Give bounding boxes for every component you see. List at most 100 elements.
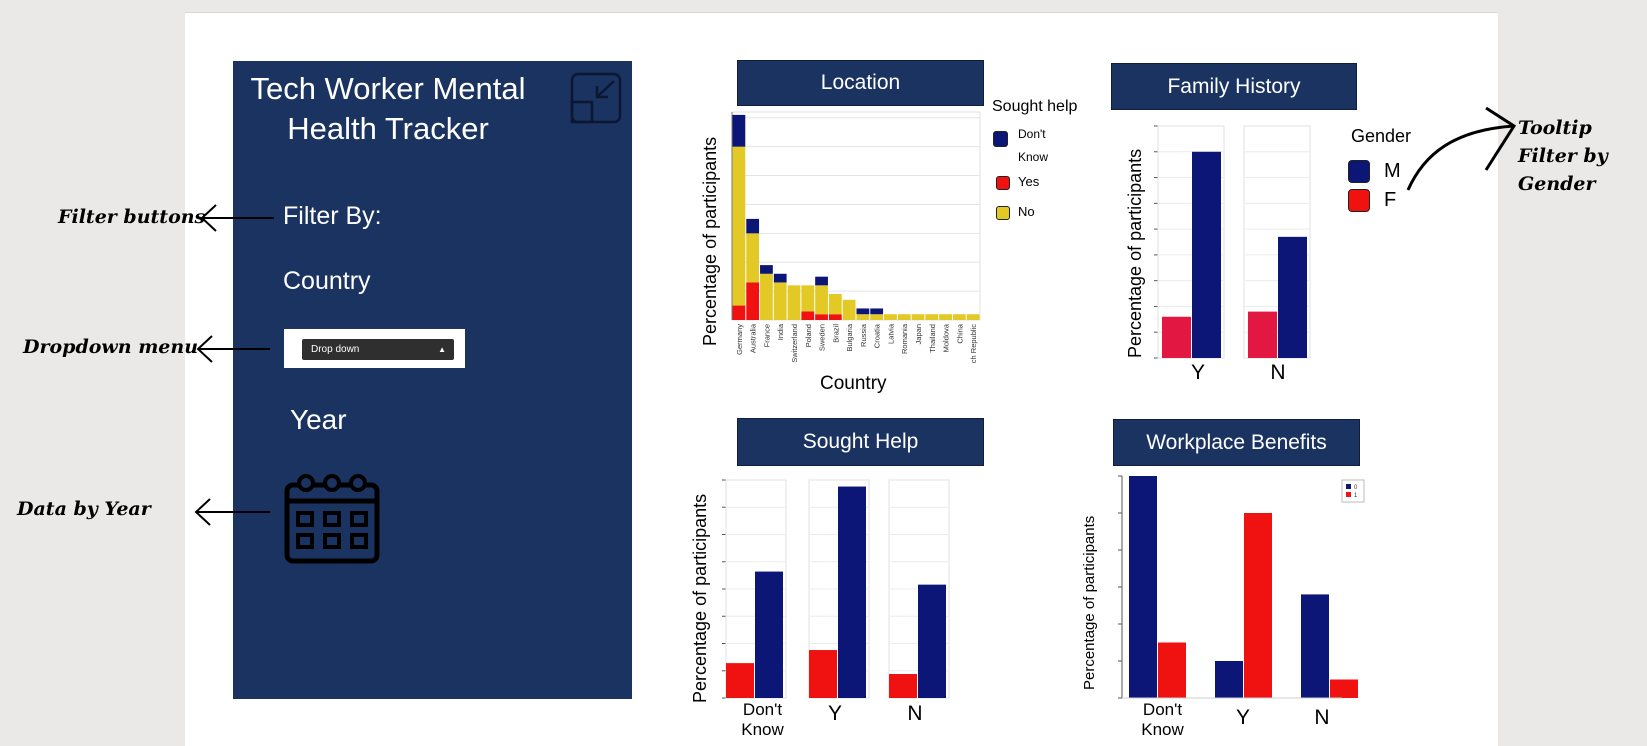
workplace-benefits-bar-n-0 (1301, 594, 1329, 698)
location-x-tick-france: France (762, 324, 771, 347)
location-bar-china-no (952, 314, 966, 320)
location-x-axis-label: Country (820, 373, 887, 394)
annotation-tooltip: Tooltip Filter by Gender (1518, 114, 1608, 198)
location-bar-romania-no (897, 314, 911, 320)
location-x-tick-sweden: Sweden (818, 324, 827, 351)
family-history-x-tick-n: N (1270, 361, 1286, 384)
location-bar-india-no (773, 282, 787, 320)
location-bar-france-don-t-know (760, 265, 773, 274)
location-y-axis-label: Percentage of participants (700, 136, 720, 346)
location-bar-japan-no (911, 314, 925, 320)
filter-by-label: Filter By: (283, 202, 382, 230)
location-x-tick-switzerland: Switzerland (790, 324, 799, 363)
location-bar-moldova-no (939, 314, 952, 320)
sought-help-bar-y-m (838, 486, 866, 698)
app-title-line1: Tech Worker Mental (250, 71, 526, 106)
legend-label-dont-know: Don't Know (1018, 123, 1048, 169)
location-bar-brazil-no (828, 294, 842, 315)
workplace-benefits-legend-box (1341, 479, 1365, 503)
legend-swatch-no (996, 206, 1010, 220)
location-x-tick-romania: Romania (900, 323, 909, 354)
annotation-data-by-year: Data by Year (17, 498, 151, 520)
location-bar-ch-republic-no (966, 314, 980, 320)
location-chart: Germany Australia France India Switzerland Po… (731, 111, 981, 363)
location-legend-title: Sought help (992, 98, 1078, 115)
location-x-tick-india: India (776, 323, 785, 340)
collapse-icon[interactable] (570, 72, 622, 124)
family-history-y-axis-label: Percentage of participants (1125, 148, 1145, 358)
location-bar-germany-don-t-know (732, 114, 746, 147)
workplace-benefits-legend-swatch-0 (1346, 484, 1351, 489)
family-history-x-tick-y: Y (1190, 361, 1205, 384)
workplace-benefits-legend-label-0: 0 (1354, 485, 1358, 491)
legend-swatch-female[interactable] (1348, 189, 1370, 212)
caret-up-icon: ▲ (438, 345, 446, 354)
location-x-tick-poland: Poland (804, 324, 813, 347)
location-chart-title: Location (737, 60, 984, 106)
workplace-benefits-x-tick-dont-know-line2: Know (1141, 720, 1184, 739)
location-x-tick-croatia: Croatia (873, 323, 882, 348)
workplace-benefits-chart: 01 (1118, 475, 1365, 699)
calendar-icon[interactable] (284, 471, 380, 565)
location-bar-croatia-don-t-know (870, 308, 884, 315)
arrow-left-icon (200, 204, 274, 232)
location-x-tick-ch-republic: ch Republic (969, 324, 978, 363)
legend-swatch-male[interactable] (1348, 160, 1370, 183)
arrow-left-icon (194, 498, 270, 526)
workplace-benefits-x-tick-n: N (1314, 706, 1330, 729)
location-bar-poland-yes (801, 311, 815, 320)
legend-swatch-yes (996, 176, 1010, 190)
year-label: Year (290, 404, 347, 435)
workplace-benefits-chart-title: Workplace Benefits (1113, 419, 1360, 466)
family-history-bar-n-f (1248, 311, 1277, 358)
location-bar-france-no (760, 273, 773, 320)
arrow-left-icon (196, 335, 270, 363)
location-bar-sweden-don-t-know (815, 276, 828, 286)
legend-label-male[interactable]: M (1384, 160, 1401, 182)
location-bar-australia-no (746, 233, 760, 283)
location-bar-latvia-no (884, 314, 897, 320)
location-x-tick-thailand: Thailand (928, 324, 937, 353)
sought-help-x-tick-n: N (907, 702, 923, 725)
legend-label-no: No (1018, 204, 1035, 219)
workplace-benefits-x-tick-dont-know: Don't Know (1125, 700, 1200, 740)
location-bar-sweden-yes (815, 314, 828, 320)
location-x-tick-brazil: Brazil (831, 324, 840, 343)
location-bar-australia-don-t-know (746, 218, 760, 234)
family-history-bar-y-f (1162, 316, 1191, 358)
sought-help-bar-don-t-know-f (726, 663, 754, 698)
workplace-benefits-bar-don-t-know-1 (1158, 642, 1186, 698)
sought-help-x-tick-dont-know-line2: Know (741, 720, 784, 739)
app-title: Tech Worker Mental Health Tracker (233, 69, 543, 149)
location-bar-germany-no (732, 146, 746, 306)
workplace-benefits-x-tick-y: Y (1235, 706, 1250, 729)
country-label: Country (283, 267, 371, 295)
sidebar-panel: Tech Worker Mental Health Tracker Filter… (233, 61, 632, 699)
family-history-chart-title: Family History (1111, 63, 1357, 110)
location-bar-croatia-no (870, 314, 884, 320)
location-bar-switzerland-no (787, 285, 801, 320)
workplace-benefits-legend-swatch-1 (1346, 492, 1351, 497)
sought-help-chart (722, 479, 950, 699)
country-dropdown[interactable]: Drop down ▲ (302, 339, 454, 360)
family-history-chart (1154, 125, 1311, 359)
legend-label-female[interactable]: F (1384, 189, 1397, 211)
annotation-tooltip-line2: Filter by (1518, 145, 1608, 167)
app-title-line2: Health Tracker (287, 111, 489, 146)
location-bar-thailand-no (925, 314, 939, 320)
sought-help-x-tick-y: Y (827, 702, 842, 725)
annotation-dropdown-menu: Dropdown menu (23, 336, 199, 358)
location-x-tick-bulgaria: Bulgaria (845, 323, 854, 351)
location-bar-germany-yes (732, 305, 746, 320)
legend-swatch-dont-know (993, 131, 1008, 147)
sought-help-x-tick-dont-know: Don't Know (725, 700, 800, 740)
country-dropdown-container: Drop down ▲ (284, 329, 465, 368)
location-bar-brazil-yes (828, 314, 842, 320)
workplace-benefits-bar-y-0 (1215, 661, 1243, 698)
annotation-filter-buttons: Filter buttons (58, 206, 206, 228)
sought-help-bar-y-f (809, 650, 837, 698)
workplace-benefits-legend-label-1: 1 (1354, 493, 1358, 499)
sought-help-x-tick-dont-know-line1: Don't (742, 700, 783, 719)
family-history-bar-y-m (1192, 151, 1221, 358)
annotation-tooltip-line1: Tooltip (1518, 117, 1592, 139)
